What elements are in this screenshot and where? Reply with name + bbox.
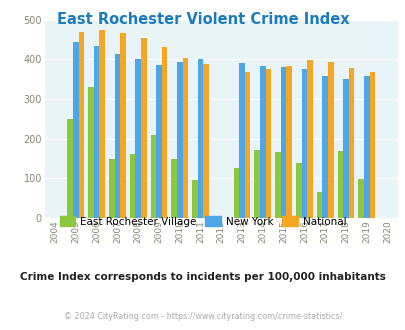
Bar: [182, 58, 188, 218]
Bar: [348, 68, 354, 218]
Bar: [233, 168, 239, 218]
Text: East Rochester Violent Crime Index: East Rochester Violent Crime Index: [57, 12, 348, 26]
Bar: [94, 46, 99, 218]
Bar: [197, 59, 203, 218]
Legend: East Rochester Village, New York, National: East Rochester Village, New York, Nation…: [55, 212, 350, 231]
Bar: [88, 87, 94, 218]
Bar: [254, 150, 259, 218]
Bar: [79, 32, 84, 218]
Bar: [265, 69, 271, 218]
Bar: [316, 192, 322, 218]
Bar: [259, 66, 265, 218]
Bar: [363, 76, 369, 218]
Bar: [135, 59, 141, 218]
Bar: [307, 60, 312, 218]
Bar: [322, 77, 327, 218]
Bar: [73, 42, 79, 218]
Bar: [161, 47, 167, 218]
Bar: [120, 33, 126, 218]
Bar: [114, 54, 120, 218]
Bar: [177, 62, 182, 218]
Bar: [275, 152, 280, 218]
Bar: [67, 119, 73, 218]
Bar: [141, 38, 146, 218]
Bar: [280, 67, 286, 218]
Bar: [109, 159, 114, 218]
Bar: [203, 64, 209, 218]
Bar: [286, 66, 291, 218]
Bar: [337, 151, 342, 218]
Bar: [342, 79, 348, 218]
Bar: [156, 65, 161, 218]
Bar: [327, 62, 333, 218]
Bar: [99, 30, 105, 218]
Bar: [358, 179, 363, 218]
Bar: [369, 72, 374, 218]
Bar: [192, 180, 197, 218]
Text: © 2024 CityRating.com - https://www.cityrating.com/crime-statistics/: © 2024 CityRating.com - https://www.city…: [64, 312, 341, 321]
Bar: [130, 154, 135, 218]
Text: Crime Index corresponds to incidents per 100,000 inhabitants: Crime Index corresponds to incidents per…: [20, 272, 385, 282]
Bar: [244, 72, 250, 218]
Bar: [295, 163, 301, 218]
Bar: [239, 63, 244, 218]
Bar: [150, 135, 156, 218]
Bar: [301, 69, 307, 218]
Bar: [171, 159, 177, 218]
